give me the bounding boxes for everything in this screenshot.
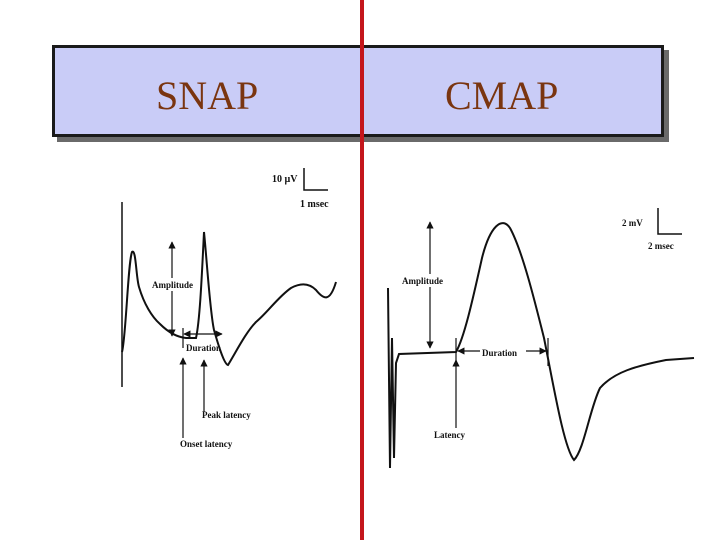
cmap-scale-amplitude: 2 mV (622, 218, 643, 228)
cmap-scale-time: 2 msec (648, 241, 674, 251)
cmap-label-amplitude: Amplitude (402, 276, 443, 286)
snap-label-peak-latency: Peak latency (202, 410, 251, 420)
cmap-title: CMAP (445, 73, 559, 118)
snap-label-onset-latency: Onset latency (180, 439, 233, 449)
snap-waveform (121, 231, 337, 367)
snap-title: SNAP (156, 73, 259, 118)
snap-scale-bar (303, 168, 328, 191)
cmap-panel: 2 mV 2 msec Amplitude Duration Latency (376, 188, 698, 481)
red-divider-line (360, 0, 364, 540)
snap-scale-time: 1 msec (300, 199, 329, 210)
cmap-waveform-figure: 2 mV 2 msec Amplitude Duration Latency (387, 208, 695, 469)
snap-label-amplitude: Amplitude (152, 280, 193, 290)
snap-scale-amplitude: 10 µV (272, 174, 298, 185)
snap-waveform-figure: 10 µV 1 msec Amplitude Duration Peak lat… (121, 168, 337, 449)
cmap-scale-bar (657, 208, 682, 235)
snap-panel: 10 µV 1 msec Amplitude Duration Peak lat… (96, 152, 340, 455)
snap-label-duration: Duration (186, 343, 221, 353)
cmap-waveform (387, 222, 695, 469)
cmap-label-duration: Duration (482, 348, 517, 358)
cmap-label-latency: Latency (434, 430, 465, 440)
header-box: SNAP CMAP (52, 45, 664, 137)
